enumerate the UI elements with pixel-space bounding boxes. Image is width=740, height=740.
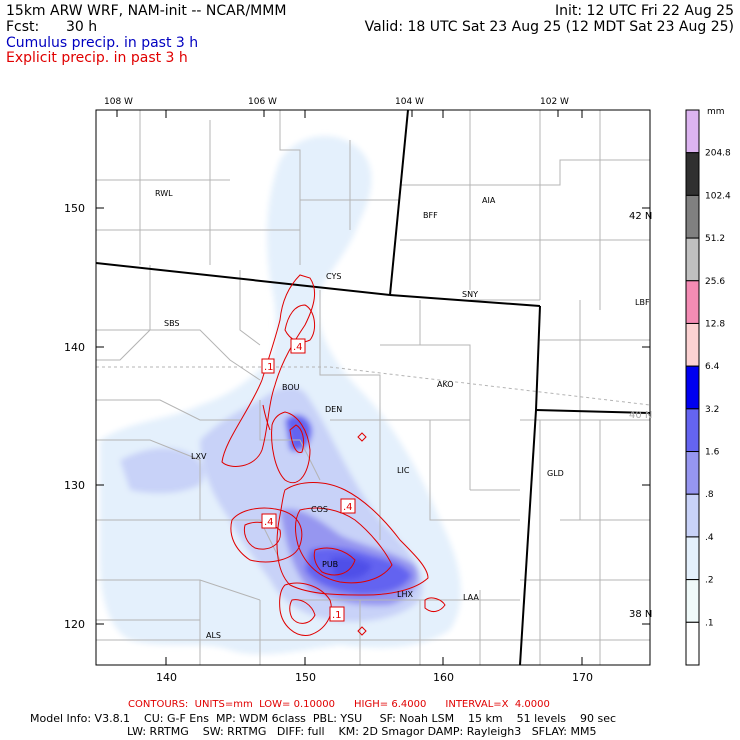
city-label: AKO xyxy=(437,380,454,389)
explicit-precip-contours xyxy=(221,274,446,636)
contours-info: CONTOURS: UNITS=mm LOW= 0.10000 HIGH= 6.… xyxy=(128,699,550,710)
contour-label: .1 xyxy=(264,362,274,373)
colorbar-swatch xyxy=(685,365,700,410)
city-label: LAA xyxy=(463,593,479,602)
grid-y-label: 150 xyxy=(64,202,85,215)
city-label: PUB xyxy=(322,560,338,569)
physics-info: LW: RRTMG SW: RRTMG DIFF: full KM: 2D Sm… xyxy=(127,725,597,738)
city-label: LHX xyxy=(397,590,413,599)
city-label: CYS xyxy=(326,272,341,281)
county-lines xyxy=(96,110,650,665)
city-label: RWL xyxy=(155,189,173,198)
forecast-hour: 30 h xyxy=(66,19,98,35)
colorbar-swatch xyxy=(685,408,700,453)
state-borders xyxy=(96,110,650,665)
colorbar-swatch xyxy=(685,194,700,239)
contour-label: .4 xyxy=(343,502,353,513)
colorbar-swatch xyxy=(685,280,700,324)
contour-label: .4 xyxy=(293,342,303,353)
city-label: BOU xyxy=(282,383,300,392)
model-title: 15km ARW WRF, NAM-init -- NCAR/MMM xyxy=(6,3,287,19)
grid-x-label: 160 xyxy=(433,671,454,684)
latitude-line xyxy=(96,366,650,406)
top-ticks xyxy=(116,110,559,117)
model-info: Model Info: V3.8.1 CU: G-F Ens MP: WDM 6… xyxy=(30,712,617,725)
lon-label: 104 W xyxy=(395,97,424,107)
colorbar-level-label: 6.4 xyxy=(705,362,720,372)
contour-label-boxes xyxy=(261,338,356,622)
lat-label: 38 N xyxy=(629,609,652,620)
contour-label: .1 xyxy=(332,610,342,621)
lon-label: 102 W xyxy=(540,97,569,107)
lat-label: 40 N xyxy=(629,410,652,421)
colorbar-swatch xyxy=(685,322,700,367)
grid-y-label: 140 xyxy=(64,341,85,354)
colorbar-level-label: 3.2 xyxy=(705,405,719,415)
colorbar-level-label: .4 xyxy=(705,533,714,543)
contour-label: .4 xyxy=(264,517,274,528)
colorbar-level-label: 1.6 xyxy=(705,448,720,458)
left-ticks xyxy=(96,207,650,625)
colorbar-level-label: 25.6 xyxy=(705,277,725,287)
colorbar-level-label: 102.4 xyxy=(705,191,731,201)
city-label: SBS xyxy=(164,319,180,328)
colorbar-level-label: .2 xyxy=(705,576,714,586)
city-label: GLD xyxy=(547,469,564,478)
colorbar-level-label: 51.2 xyxy=(705,234,725,244)
city-label: DEN xyxy=(325,405,342,414)
city-label: LBF xyxy=(635,298,650,307)
colorbar-swatch xyxy=(685,493,700,538)
cumulus-legend: Cumulus precip. in past 3 h xyxy=(6,35,199,51)
city-label: LIC xyxy=(397,466,410,475)
colorbar-swatch xyxy=(685,579,700,623)
explicit-legend: Explicit precip. in past 3 h xyxy=(6,50,188,66)
colorbar-level-label: .8 xyxy=(705,490,714,500)
colorbar: 204.8 102.4 51.2 25.6 12.8 6.4 3.2 1.6 .8 .4 .2 .1 xyxy=(685,109,731,666)
init-time: Init: 12 UTC Fri 22 Aug 25 xyxy=(554,3,734,19)
colorbar-swatch xyxy=(685,109,700,154)
city-label: AIA xyxy=(482,196,496,205)
city-label: COS xyxy=(311,505,328,514)
colorbar-level-label: 204.8 xyxy=(705,149,731,159)
grid-x-label: 170 xyxy=(572,671,593,684)
map-frame xyxy=(95,109,651,666)
colorbar-swatch xyxy=(685,621,700,666)
bottom-ticks xyxy=(165,110,583,665)
city-label: SNY xyxy=(462,290,478,299)
lon-label: 106 W xyxy=(248,97,277,107)
grid-x-label: 150 xyxy=(295,671,316,684)
colorbar-level-label: .1 xyxy=(705,618,714,628)
forecast-label: Fcst: xyxy=(6,19,40,35)
colorbar-swatch xyxy=(685,152,700,196)
valid-time: Valid: 18 UTC Sat 23 Aug 25 (12 MDT Sat … xyxy=(364,19,734,35)
city-label: BFF xyxy=(423,211,438,220)
colorbar-swatch xyxy=(685,237,700,282)
lat-label: 42 N xyxy=(629,211,652,222)
colorbar-level-label: 12.8 xyxy=(705,319,725,329)
colorbar-unit: mm xyxy=(707,107,725,117)
grid-y-label: 130 xyxy=(64,479,85,492)
grid-x-label: 140 xyxy=(156,671,177,684)
city-label: ALS xyxy=(206,631,221,640)
colorbar-swatch xyxy=(685,451,700,495)
lon-label: 108 W xyxy=(104,97,133,107)
colorbar-swatch xyxy=(685,536,700,581)
grid-y-label: 120 xyxy=(64,618,85,631)
city-label: LXV xyxy=(191,452,207,461)
precip-shading xyxy=(100,136,461,655)
